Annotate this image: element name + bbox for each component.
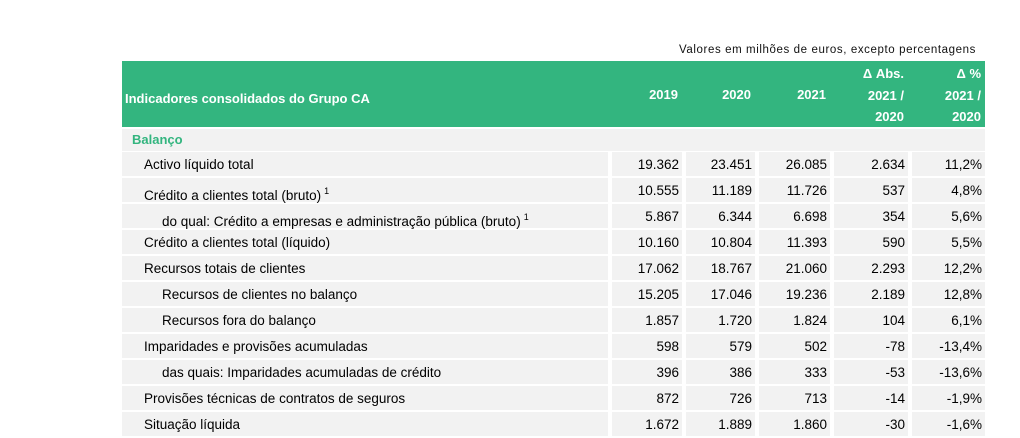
cell-2020: 1.889	[686, 412, 755, 436]
header-2020: 2020	[722, 86, 751, 102]
row-label: Crédito a clientes total (bruto) 1	[122, 178, 608, 203]
table-row: Activo líquido total 19.362 23.451 26.08…	[122, 152, 985, 178]
cell-2020: 579	[686, 334, 755, 358]
table-row: Recursos fora do balanço 1.857 1.720 1.8…	[122, 308, 985, 334]
cell-2019: 10.160	[612, 230, 682, 254]
cell-delta-abs: 104	[834, 308, 908, 332]
cell-2021: 21.060	[759, 256, 830, 280]
cell-2021: 26.085	[759, 152, 830, 176]
units-note: Valores em milhões de euros, excepto per…	[678, 44, 976, 56]
row-label: Imparidades e provisões acumuladas	[122, 334, 608, 358]
cell-2021: 333	[759, 360, 830, 384]
cell-delta-abs: 354	[834, 204, 908, 228]
cell-delta-pct: 5,6%	[912, 204, 985, 228]
row-label: Recursos de clientes no balanço	[122, 282, 608, 306]
cell-2019: 5.867	[612, 204, 682, 228]
table-row: Recursos totais de clientes 17.062 18.76…	[122, 256, 985, 282]
table-body: Activo líquido total 19.362 23.451 26.08…	[122, 152, 985, 438]
table-row: do qual: Crédito a empresas e administra…	[122, 204, 985, 230]
cell-delta-abs: 2.293	[834, 256, 908, 280]
cell-delta-pct: -13,6%	[912, 360, 985, 384]
row-label: Provisões técnicas de contratos de segur…	[122, 386, 608, 410]
row-label: Recursos fora do balanço	[122, 308, 608, 332]
cell-2019: 396	[612, 360, 682, 384]
table-row: Situação líquida 1.672 1.889 1.860 -30 -…	[122, 412, 985, 438]
cell-2020: 18.767	[686, 256, 755, 280]
cell-2020: 726	[686, 386, 755, 410]
cell-delta-pct: 6,1%	[912, 308, 985, 332]
cell-delta-abs: 2.634	[834, 152, 908, 176]
cell-2021: 11.393	[759, 230, 830, 254]
row-label: Activo líquido total	[122, 152, 608, 176]
cell-2019: 1.672	[612, 412, 682, 436]
cell-delta-pct: -1,9%	[912, 386, 985, 410]
cell-delta-pct: -13,4%	[912, 334, 985, 358]
cell-delta-abs: 537	[834, 178, 908, 202]
row-label: Situação líquida	[122, 412, 608, 436]
table-title: Indicadores consolidados do Grupo CA	[125, 91, 370, 106]
row-label: Crédito a clientes total (líquido)	[122, 230, 608, 254]
cell-delta-pct: 4,8%	[912, 178, 985, 202]
cell-2019: 15.205	[612, 282, 682, 306]
cell-2020: 6.344	[686, 204, 755, 228]
cell-delta-pct: 5,5%	[912, 230, 985, 254]
cell-2019: 19.362	[612, 152, 682, 176]
cell-delta-abs: 590	[834, 230, 908, 254]
cell-2020: 23.451	[686, 152, 755, 176]
table-row: Crédito a clientes total (líquido) 10.16…	[122, 230, 985, 256]
cell-2019: 10.555	[612, 178, 682, 202]
section-heading-balanco: Balanço	[122, 129, 985, 152]
cell-2021: 11.726	[759, 178, 830, 202]
cell-2021: 1.860	[759, 412, 830, 436]
footnote-marker: 1	[523, 212, 529, 222]
cell-2020: 10.804	[686, 230, 755, 254]
cell-2020: 17.046	[686, 282, 755, 306]
cell-delta-abs: -30	[834, 412, 908, 436]
row-label: das quais: Imparidades acumuladas de cré…	[122, 360, 608, 384]
cell-2021: 502	[759, 334, 830, 358]
cell-2021: 6.698	[759, 204, 830, 228]
cell-delta-abs: -78	[834, 334, 908, 358]
cell-2021: 713	[759, 386, 830, 410]
header-delta-abs: Δ Abs. 2021 / 2020	[862, 66, 904, 124]
cell-delta-abs: 2.189	[834, 282, 908, 306]
cell-delta-abs: -14	[834, 386, 908, 410]
cell-2021: 19.236	[759, 282, 830, 306]
table-header: Indicadores consolidados do Grupo CA 201…	[122, 61, 985, 127]
cell-delta-pct: 11,2%	[912, 152, 985, 176]
cell-delta-pct: 12,2%	[912, 256, 985, 280]
footnote-marker: 1	[324, 186, 330, 196]
table-row: Imparidades e provisões acumuladas 598 5…	[122, 334, 985, 360]
cell-2019: 598	[612, 334, 682, 358]
cell-delta-pct: -1,6%	[912, 412, 985, 436]
cell-2020: 11.189	[686, 178, 755, 202]
table-row: Crédito a clientes total (bruto) 1 10.555…	[122, 178, 985, 204]
cell-2020: 386	[686, 360, 755, 384]
header-2021: 2021	[797, 86, 826, 102]
table-row: Provisões técnicas de contratos de segur…	[122, 386, 985, 412]
cell-delta-pct: 12,8%	[912, 282, 985, 306]
cell-2021: 1.824	[759, 308, 830, 332]
header-2019: 2019	[649, 86, 678, 102]
indicators-table: Indicadores consolidados do Grupo CA 201…	[122, 61, 985, 438]
cell-2019: 1.857	[612, 308, 682, 332]
cell-2020: 1.720	[686, 308, 755, 332]
cell-2019: 872	[612, 386, 682, 410]
table-row: das quais: Imparidades acumuladas de cré…	[122, 360, 985, 386]
row-label: do qual: Crédito a empresas e administra…	[122, 204, 608, 229]
table-row: Recursos de clientes no balanço 15.205 1…	[122, 282, 985, 308]
cell-2019: 17.062	[612, 256, 682, 280]
header-delta-pct: Δ % 2021 / 2020	[944, 66, 981, 124]
row-label: Recursos totais de clientes	[122, 256, 608, 280]
cell-delta-abs: -53	[834, 360, 908, 384]
